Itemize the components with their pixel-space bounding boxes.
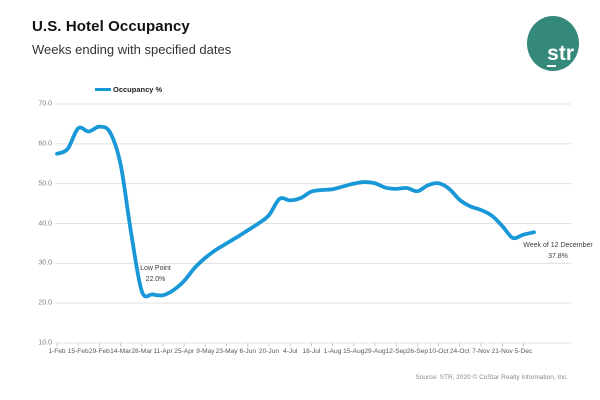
x-tick-label: 24-Oct — [449, 348, 470, 355]
x-tick-label: 1-Feb — [48, 348, 66, 355]
y-tick-label: 30.0 — [38, 259, 52, 267]
str-logo: str — [527, 16, 579, 71]
end-point-annotation: Week of 12 December 37.8% — [523, 242, 593, 260]
x-tick-label: 18-Jul — [302, 348, 321, 355]
x-tick-label: 1-Aug — [323, 348, 342, 355]
y-tick-label: 50.0 — [38, 180, 52, 188]
x-tick-label: 29-Feb — [88, 348, 110, 355]
chart-legend: Occupancy % — [95, 85, 162, 94]
page-title: U.S. Hotel Occupancy — [32, 18, 190, 35]
x-tick-label: 9-May — [196, 348, 215, 355]
y-tick-label: 70.0 — [38, 100, 52, 108]
source-note: Source: STR, 2020 © CoStar Realty Inform… — [415, 374, 568, 381]
occupancy-series-line — [55, 124, 536, 299]
x-tick-label: 12-Sep — [385, 348, 407, 355]
x-tick-label: 15-Aug — [343, 348, 365, 355]
x-tick-label: 15-Feb — [67, 348, 89, 355]
x-tick-label: 10-Oct — [428, 348, 449, 355]
y-tick-label: 40.0 — [38, 220, 52, 227]
x-tick-label: 26-Sep — [406, 348, 429, 355]
low-point-annotation: Low Point 22.0% — [140, 265, 171, 283]
x-tick-label: 5-Dec — [514, 348, 533, 355]
y-tick-label: 20.0 — [38, 299, 52, 307]
x-tick-label: 20-Jun — [258, 348, 280, 355]
y-tick-label: 60.0 — [38, 140, 52, 148]
x-tick-label: 28-Mar — [131, 348, 153, 355]
str-logo-text: str — [547, 42, 574, 65]
legend-label: Occupancy % — [113, 85, 163, 94]
legend-line-swatch — [95, 87, 111, 92]
x-tick-label: 23-May — [215, 348, 238, 355]
x-tick-label: 7-Nov — [472, 348, 490, 355]
x-tick-label: 29-Aug — [364, 348, 386, 355]
x-tick-label: 25-Apr — [174, 348, 195, 355]
page-subtitle: Weeks ending with specified dates — [32, 42, 232, 57]
x-tick-label: 11-Apr — [153, 348, 173, 355]
str-logo-underline — [547, 64, 556, 67]
x-tick-label: 21-Nov — [491, 348, 513, 355]
y-tick-label: 10.0 — [38, 339, 52, 347]
x-tick-label: 6-Jun — [239, 348, 257, 355]
x-tick-label: 14-Mar — [110, 348, 132, 355]
x-tick-label: 4-Jul — [283, 348, 298, 355]
